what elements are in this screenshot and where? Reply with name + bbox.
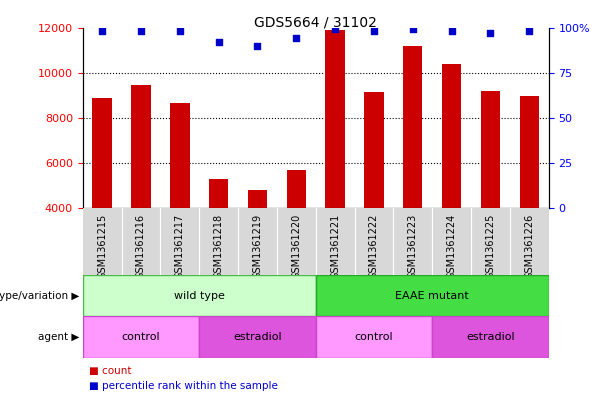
Point	[291, 35, 301, 42]
Text: control: control	[354, 332, 394, 342]
Text: GDS5664 / 31102: GDS5664 / 31102	[254, 16, 377, 30]
Bar	[403, 46, 422, 208]
Bar	[209, 179, 228, 208]
Text: GSM1361219: GSM1361219	[253, 214, 262, 279]
Bar	[83, 316, 199, 358]
Bar	[316, 316, 432, 358]
Bar	[248, 190, 267, 208]
Text: estradiol: estradiol	[233, 332, 282, 342]
Text: GSM1361218: GSM1361218	[214, 214, 224, 279]
Text: genotype/variation ▶: genotype/variation ▶	[0, 291, 80, 301]
Text: EAAE mutant: EAAE mutant	[395, 291, 469, 301]
Bar	[93, 97, 112, 208]
Text: GSM1361215: GSM1361215	[97, 214, 107, 279]
Bar	[432, 316, 549, 358]
Text: GSM1361222: GSM1361222	[369, 214, 379, 279]
Point	[524, 28, 534, 34]
Bar	[83, 275, 316, 316]
Text: GSM1361223: GSM1361223	[408, 214, 417, 279]
Point	[447, 28, 457, 34]
Bar	[170, 103, 189, 208]
Point	[369, 28, 379, 34]
Text: control: control	[121, 332, 161, 342]
Bar	[442, 64, 462, 208]
Text: GSM1361226: GSM1361226	[524, 214, 534, 279]
Point	[330, 26, 340, 33]
Bar	[481, 91, 500, 208]
Text: GSM1361224: GSM1361224	[447, 214, 457, 279]
Point	[485, 30, 495, 36]
Point	[408, 26, 417, 33]
Bar	[519, 96, 539, 208]
Point	[136, 28, 146, 34]
Text: GSM1361221: GSM1361221	[330, 214, 340, 279]
Point	[97, 28, 107, 34]
Text: GSM1361217: GSM1361217	[175, 214, 185, 279]
Text: GSM1361220: GSM1361220	[291, 214, 301, 279]
Bar	[131, 85, 151, 208]
Point	[253, 42, 262, 49]
Bar	[364, 92, 384, 208]
Text: ■ percentile rank within the sample: ■ percentile rank within the sample	[89, 381, 278, 391]
Text: ■ count: ■ count	[89, 366, 131, 376]
Bar	[199, 316, 316, 358]
Text: agent ▶: agent ▶	[39, 332, 80, 342]
Point	[214, 39, 224, 45]
Text: GSM1361225: GSM1361225	[485, 214, 495, 279]
Bar	[316, 275, 549, 316]
Text: wild type: wild type	[174, 291, 224, 301]
Text: estradiol: estradiol	[466, 332, 515, 342]
Bar	[326, 30, 345, 208]
Text: GSM1361216: GSM1361216	[136, 214, 146, 279]
Point	[175, 28, 185, 34]
Bar	[287, 170, 306, 208]
